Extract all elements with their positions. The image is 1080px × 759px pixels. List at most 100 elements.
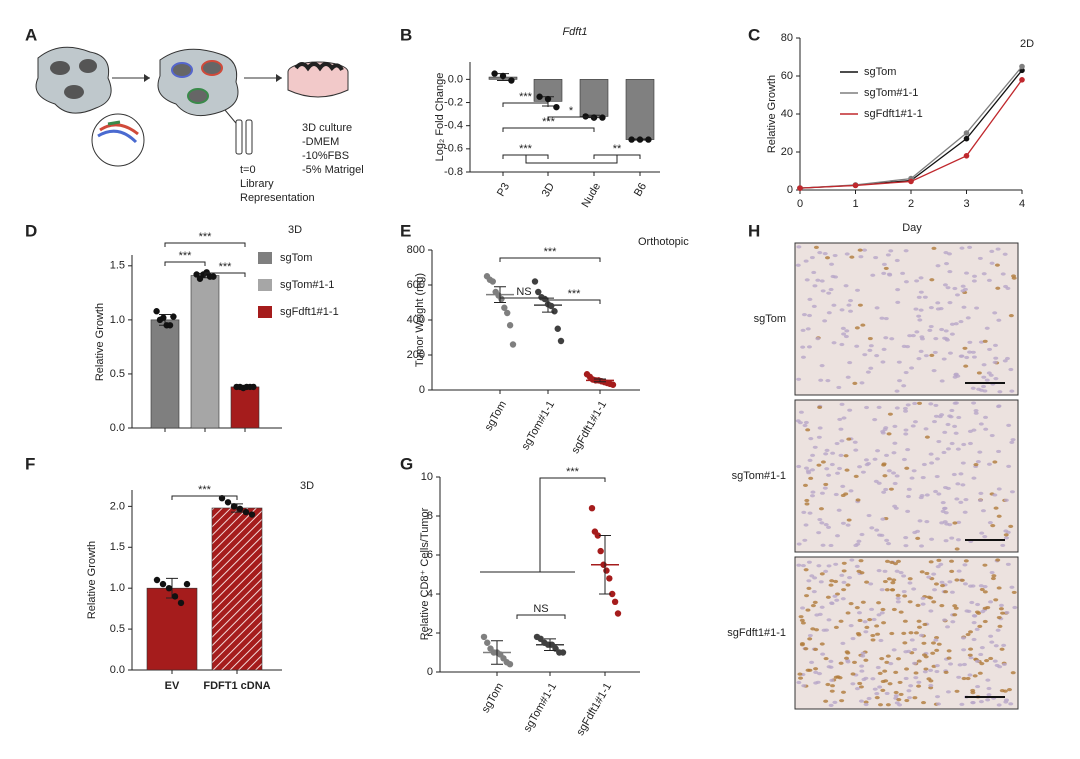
cell-nucleus bbox=[964, 355, 970, 360]
cell-nucleus bbox=[807, 668, 813, 672]
cell-nucleus bbox=[996, 449, 1002, 454]
cell-nucleus bbox=[874, 692, 880, 696]
cell-nucleus bbox=[845, 523, 851, 527]
cell-nucleus bbox=[972, 274, 978, 278]
cell-nucleus bbox=[889, 560, 895, 564]
cell-nucleus bbox=[840, 493, 846, 498]
data-point bbox=[153, 308, 160, 315]
cell-nucleus bbox=[1009, 389, 1015, 393]
significance-label: NS bbox=[516, 286, 531, 298]
cell-nucleus bbox=[898, 571, 904, 575]
cell-nucleus bbox=[883, 316, 889, 321]
significance-bracket bbox=[547, 299, 601, 304]
cell-nucleus bbox=[880, 360, 886, 364]
cell-nucleus bbox=[819, 491, 825, 495]
data-point bbox=[509, 341, 517, 348]
cell-nucleus bbox=[864, 625, 870, 629]
cell-nucleus bbox=[800, 621, 806, 625]
cell-nucleus bbox=[912, 696, 918, 700]
cell-nucleus bbox=[973, 463, 979, 467]
cell-nucleus bbox=[1006, 423, 1012, 427]
significance-label: *** bbox=[544, 246, 558, 258]
cell-nucleus bbox=[968, 647, 974, 651]
data-point bbox=[480, 633, 488, 641]
significance-label: * bbox=[569, 105, 574, 117]
cell-nucleus bbox=[931, 369, 937, 373]
data-point bbox=[153, 576, 161, 584]
cell-nucleus bbox=[983, 427, 989, 431]
cell-nucleus bbox=[860, 654, 866, 658]
cell-nucleus bbox=[906, 649, 912, 654]
y-axis-label: Relative Growth bbox=[94, 303, 106, 381]
cell-nucleus bbox=[893, 562, 899, 566]
cell-nucleus bbox=[916, 625, 922, 629]
cell-nucleus bbox=[850, 682, 856, 686]
cell-nucleus bbox=[806, 560, 812, 564]
cell-nucleus bbox=[903, 432, 909, 436]
cell-nucleus bbox=[796, 245, 802, 249]
cell-nucleus bbox=[832, 594, 838, 598]
cell-nucleus bbox=[960, 284, 966, 288]
cell-nucleus bbox=[910, 424, 916, 428]
cell-nucleus bbox=[808, 437, 814, 441]
cell-nucleus bbox=[800, 355, 806, 359]
cell-nucleus bbox=[854, 687, 860, 691]
data-point bbox=[531, 278, 539, 285]
cell-nucleus bbox=[958, 472, 964, 476]
cell-nucleus bbox=[800, 328, 806, 332]
panel-a-diagram: A bbox=[25, 25, 349, 167]
cell-nucleus bbox=[907, 600, 913, 604]
cell-nucleus bbox=[798, 615, 804, 619]
cell-nucleus bbox=[860, 323, 866, 327]
cell-nucleus bbox=[837, 417, 843, 422]
cell-nucleus bbox=[987, 347, 993, 352]
cell-nucleus bbox=[811, 304, 817, 308]
cell-nucleus bbox=[882, 569, 888, 573]
cell-nucleus bbox=[870, 273, 876, 277]
cell-nucleus bbox=[976, 371, 982, 375]
cell-nucleus bbox=[826, 473, 832, 477]
chart-title: Fdft1 bbox=[562, 26, 587, 38]
cell-nucleus bbox=[809, 468, 815, 472]
cell-nucleus bbox=[968, 656, 974, 660]
cell-nucleus bbox=[829, 678, 835, 682]
cell-nucleus bbox=[883, 336, 889, 340]
data-point bbox=[1019, 77, 1025, 83]
cell-nucleus bbox=[803, 420, 809, 425]
cell-nucleus bbox=[849, 558, 855, 562]
cell-nucleus bbox=[810, 494, 816, 498]
cell-nucleus bbox=[824, 448, 830, 452]
data-point bbox=[557, 337, 565, 345]
cell-nucleus bbox=[894, 701, 900, 705]
cell-nucleus bbox=[956, 569, 962, 573]
cell-nucleus bbox=[887, 273, 893, 277]
cell-nucleus bbox=[933, 489, 939, 494]
cell-nucleus bbox=[1006, 688, 1012, 692]
data-point bbox=[508, 77, 515, 84]
cell-nucleus bbox=[839, 342, 845, 347]
cell-nucleus bbox=[805, 469, 811, 473]
cell-nucleus bbox=[850, 672, 856, 676]
cell-nucleus bbox=[948, 415, 954, 419]
significance-label: NS bbox=[533, 603, 548, 615]
cell-nucleus bbox=[843, 284, 849, 288]
data-point bbox=[250, 383, 257, 391]
cell-nucleus bbox=[1002, 359, 1008, 363]
cell-nucleus bbox=[879, 316, 885, 320]
cell-nucleus bbox=[922, 295, 928, 299]
cell-nucleus bbox=[805, 608, 811, 612]
cell-nucleus bbox=[800, 606, 806, 610]
cell-nucleus bbox=[818, 580, 824, 584]
cell-nucleus bbox=[854, 564, 860, 568]
cell-nucleus bbox=[893, 690, 899, 695]
cell-nucleus bbox=[922, 653, 928, 657]
cell-nucleus bbox=[985, 678, 991, 682]
cell-nucleus bbox=[898, 692, 904, 697]
cell-nucleus bbox=[819, 605, 825, 609]
cell-nucleus bbox=[839, 308, 845, 312]
cell-nucleus bbox=[896, 360, 902, 364]
cell-nucleus bbox=[993, 356, 999, 360]
cell-nucleus bbox=[979, 531, 985, 535]
cell-nucleus bbox=[821, 628, 827, 632]
cell-nucleus bbox=[971, 401, 977, 405]
